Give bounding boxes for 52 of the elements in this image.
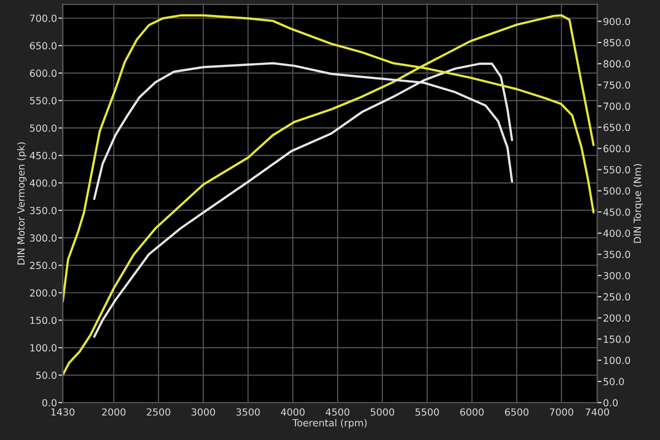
y-tick-label: 600.0 <box>30 70 56 77</box>
y2-tick-label: 250.0 <box>604 293 630 301</box>
y-tick-label: 150.0 <box>30 316 56 324</box>
y-tick-label: 500.0 <box>30 124 56 132</box>
x-tick-label: 4500 <box>326 408 350 416</box>
y-tick-label: 300.0 <box>30 234 56 242</box>
y-tick-label: 550.0 <box>30 96 56 104</box>
y2-tick-label: 700.0 <box>604 102 630 110</box>
y-tick-label: 200.0 <box>30 289 56 297</box>
y2-tick-label: 650.0 <box>604 124 630 132</box>
y2-tick-label: 300.0 <box>604 272 630 280</box>
y2-tick-label: 800.0 <box>604 60 630 68</box>
y-tick-label: 50.0 <box>36 372 56 379</box>
y2-tick-label: 350.0 <box>604 250 630 258</box>
y2-tick-label: 100.0 <box>604 356 630 364</box>
y-tick-label: 100.0 <box>30 344 56 352</box>
y2-tick-label: 0.0 <box>603 399 618 406</box>
x-tick-label: 6000 <box>460 408 484 416</box>
y2-tick-label: 850.0 <box>604 39 630 46</box>
x-axis-title: Toerental (rpm) <box>292 418 367 428</box>
y2-tick-label: 50.0 <box>604 378 624 386</box>
y-tick-label: 400.0 <box>30 179 56 187</box>
y2-tick-label: 750.0 <box>604 81 630 89</box>
y2-tick-label: 550.0 <box>604 166 630 174</box>
y-tick-label: 250.0 <box>30 262 56 270</box>
x-tick-label: 3000 <box>192 408 216 416</box>
line-series <box>62 14 595 376</box>
x-tick-label: 1430 <box>51 408 74 416</box>
y-axis-title: DIN Motor Vermogen (pk) <box>17 142 27 264</box>
y2-tick-label: 450.0 <box>603 208 630 216</box>
x-tick-label: 2000 <box>102 408 126 416</box>
y-tick-label: 700.0 <box>30 14 56 22</box>
y-tick-label: 650.0 <box>30 42 56 50</box>
x-tick-label: 5000 <box>370 408 394 416</box>
y-tick-label: 0.0 <box>42 399 56 406</box>
x-tick-label: 5500 <box>416 408 439 416</box>
y2-tick-label: 500.0 <box>604 187 630 195</box>
line-series <box>93 62 514 338</box>
x-tick-label: 3500 <box>236 408 260 416</box>
x-tick-label: 7000 <box>550 408 574 416</box>
y2-tick-label: 600.0 <box>604 144 630 152</box>
x-tick-label: 7400 <box>586 408 610 416</box>
y-tick-label: 350.0 <box>30 206 56 214</box>
x-tick-label: 2500 <box>146 408 170 416</box>
x-tick-label: 4000 <box>280 408 305 416</box>
y2-axis-title: DIN Torque (Nm) <box>633 164 643 243</box>
y2-tick-label: 150.0 <box>604 336 630 343</box>
y2-tick-label: 900.0 <box>603 18 630 26</box>
y-tick-label: 450.0 <box>30 152 56 160</box>
y2-tick-label: 400.0 <box>603 230 630 237</box>
y2-tick-label: 200.0 <box>604 314 630 322</box>
x-tick-label: 6500 <box>505 408 528 416</box>
